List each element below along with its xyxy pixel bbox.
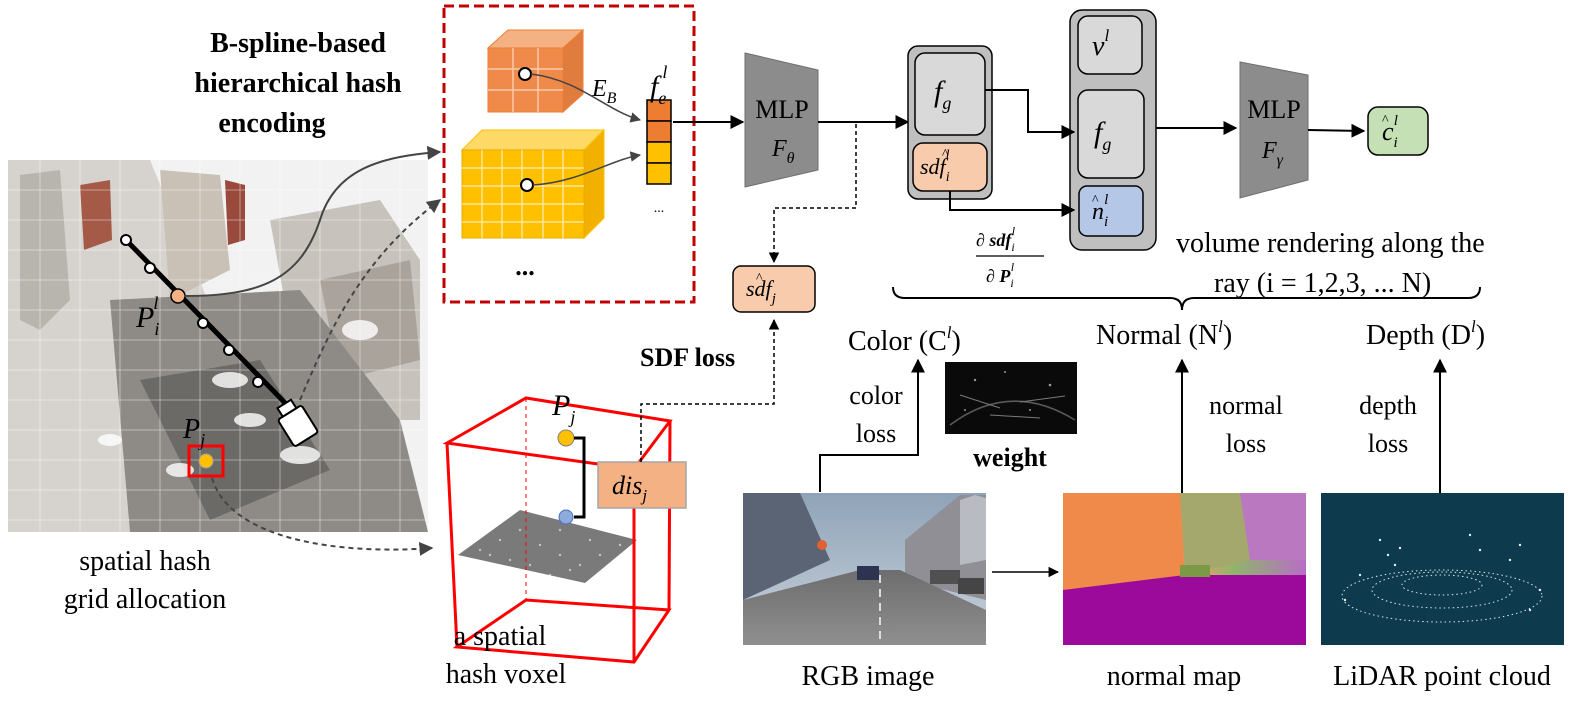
hash-encoding-box xyxy=(442,4,696,304)
fine-sample-point xyxy=(520,178,534,192)
sdf-loss-connector xyxy=(640,318,780,462)
volume-rendering-line1: volume rendering along the xyxy=(1176,228,1485,259)
ray-sample-point xyxy=(252,376,264,388)
normal-loss-1: normal xyxy=(1209,391,1283,420)
ray-sample-point xyxy=(120,234,132,246)
sdf-i-hat: ^ xyxy=(942,147,949,162)
normal-output-label: Normal (Nl) xyxy=(1096,317,1232,351)
lidar-image xyxy=(1321,493,1564,645)
connector-pi-to-encoding xyxy=(183,145,442,297)
grid-ellipsis: ... xyxy=(515,252,535,281)
mlp-f-gamma-symbol: Fγ xyxy=(1261,138,1284,169)
point-pi-label: Pil xyxy=(135,293,159,339)
v-box xyxy=(1077,15,1143,75)
depth-loss-1: depth xyxy=(1359,391,1417,420)
mlp-f-gamma-title: MLP xyxy=(1247,95,1300,124)
feature-ellipsis: ... xyxy=(654,201,665,216)
caption-normal-map: normal map xyxy=(1107,661,1242,692)
encoding-title-2: hierarchical hash xyxy=(194,68,402,99)
sdf-loss-label: SDF loss xyxy=(640,343,735,372)
ray-sample-point xyxy=(223,344,235,356)
feature-vector xyxy=(646,99,672,185)
weight-label: weight xyxy=(973,443,1047,472)
sdf-j-hat: ^ xyxy=(756,271,763,286)
eb-label: EB xyxy=(591,76,617,107)
fg2-box xyxy=(1077,89,1145,179)
connector-camera-to-encoding xyxy=(299,199,442,401)
spatial-hash-voxel xyxy=(442,396,673,664)
color-label: Color (Cl) xyxy=(848,323,961,357)
fe-label: fel xyxy=(650,62,667,108)
pj-sample-dot xyxy=(557,429,575,447)
ray-sample-point-pi xyxy=(170,288,186,304)
point-cloud-scene xyxy=(8,160,428,532)
color-output-box xyxy=(1367,106,1429,156)
encoding-title-3: encoding xyxy=(218,108,325,139)
point-pj-dot xyxy=(198,453,214,469)
point-pj-label-voxel: Pj xyxy=(551,389,575,427)
color-output-hat: ^ xyxy=(1382,113,1389,128)
weight-map-image xyxy=(945,362,1077,434)
ray-sample-point xyxy=(197,317,209,329)
normal-label: nil xyxy=(1092,192,1108,230)
depth-loss-2: loss xyxy=(1368,429,1408,458)
mlp-f-theta-symbol: Fθ xyxy=(771,136,795,167)
dis-label: disj xyxy=(612,471,647,505)
caption-voxel-1: a spatial xyxy=(454,621,547,652)
normal-hat: ^ xyxy=(1092,193,1099,208)
mlp-f-theta xyxy=(744,52,819,188)
highlight-voxel xyxy=(187,444,225,478)
caption-voxel-2: hash voxel xyxy=(446,659,567,690)
camera-icon xyxy=(276,398,319,447)
fine-grid xyxy=(460,128,606,240)
color-loss-2: loss xyxy=(856,419,896,448)
point-pj-label-left: Pj xyxy=(182,414,205,450)
coarse-grid xyxy=(486,28,585,114)
color-output-label: cil xyxy=(1382,113,1398,151)
normal-map-image xyxy=(1063,493,1306,645)
mlp-f-gamma xyxy=(1239,61,1309,199)
svg-text:∂ Pil: ∂ Pil xyxy=(986,260,1015,290)
connector-to-voxel xyxy=(211,477,434,556)
normal-loss-2: loss xyxy=(1226,429,1266,458)
sdf-j-box xyxy=(732,265,816,313)
v-label: vl xyxy=(1092,26,1109,62)
volume-rendering-line2: ray (i = 1,2,3, ... N) xyxy=(1214,268,1431,299)
gradient-expression: ∂ sdfil ∂ Pil xyxy=(976,224,1044,290)
sdf-j-label: sdfj xyxy=(746,276,776,307)
rendering-brace xyxy=(892,286,1481,311)
coarse-sample-point xyxy=(518,67,532,81)
ray-sample-point xyxy=(144,262,156,274)
svg-text:∂ sdfil: ∂ sdfil xyxy=(976,224,1016,254)
rgb-image xyxy=(743,493,986,645)
normal-box xyxy=(1078,185,1144,237)
caption-grid-allocation: grid allocation xyxy=(64,584,227,615)
caption-spatial-hash: spatial hash xyxy=(79,546,210,577)
color-loss-1: color xyxy=(849,381,903,410)
surface-projection-dot xyxy=(558,509,574,525)
mlp-f-theta-title: MLP xyxy=(755,95,808,124)
encoding-title-1: B-spline-based xyxy=(210,28,386,59)
caption-lidar: LiDAR point cloud xyxy=(1333,661,1551,692)
sdf-i-label: sdfil xyxy=(920,148,950,185)
dis-box xyxy=(597,461,687,509)
depth-output-label: Depth (Dl) xyxy=(1366,317,1485,351)
caption-rgb: RGB image xyxy=(802,661,935,692)
fg-box xyxy=(914,52,986,136)
